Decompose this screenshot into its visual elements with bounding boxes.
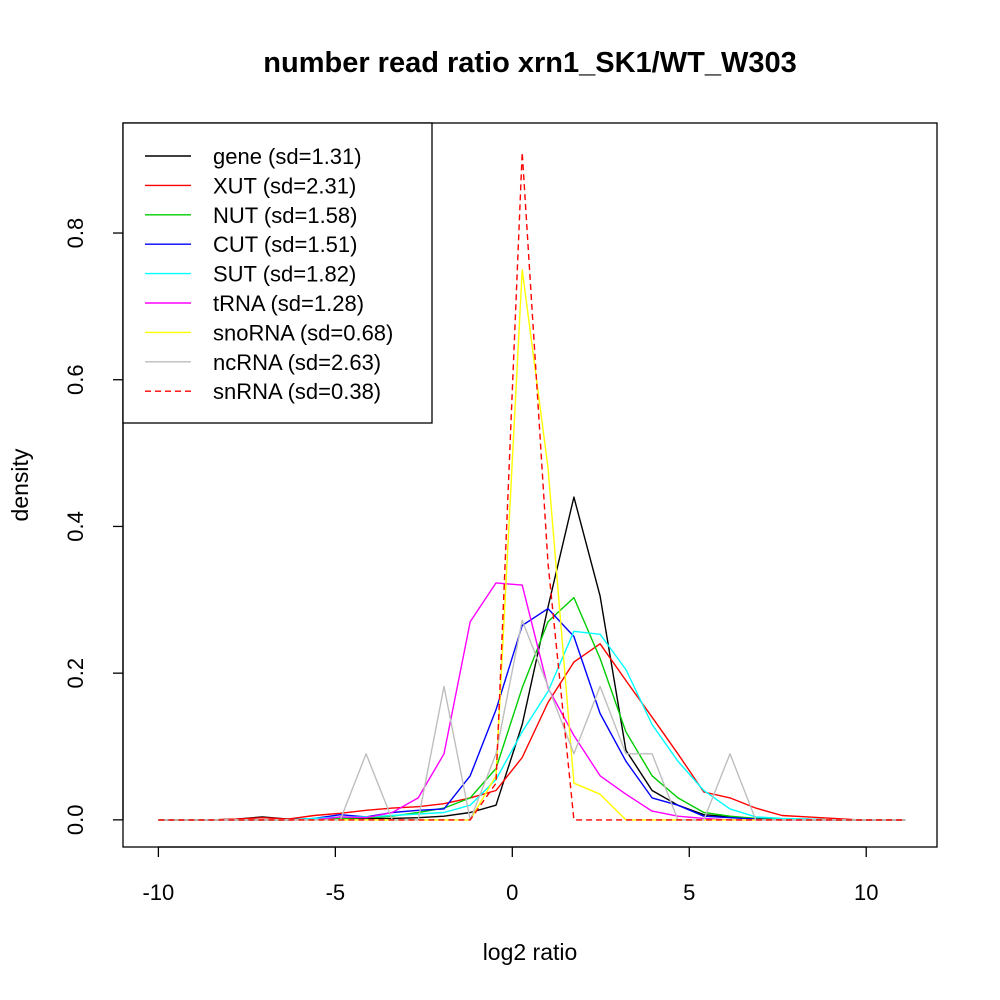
series-line xyxy=(158,630,906,821)
legend-label: gene (sd=1.31) xyxy=(213,144,362,169)
series-line xyxy=(158,496,906,821)
y-axis-label: density xyxy=(7,448,33,521)
legend-label: CUT (sd=1.51) xyxy=(213,232,357,257)
legend-label: snoRNA (sd=0.68) xyxy=(213,320,393,345)
y-axis: 0.0 0.2 0.4 0.6 0.8 xyxy=(63,218,124,836)
series-layer xyxy=(158,151,906,821)
series-line xyxy=(158,596,906,821)
series-line xyxy=(158,643,906,821)
x-tick-label: 0 xyxy=(506,880,518,905)
y-tick-label: 0.6 xyxy=(63,364,88,395)
legend-label: tRNA (sd=1.28) xyxy=(213,291,364,316)
y-tick-label: 0.2 xyxy=(63,658,88,689)
y-tick-label: 0.4 xyxy=(63,511,88,542)
series-line xyxy=(158,619,906,821)
y-tick-label: 0.0 xyxy=(63,805,88,836)
legend-label: SUT (sd=1.82) xyxy=(213,262,356,287)
series-line xyxy=(158,607,906,821)
x-axis: -10 -5 0 5 10 xyxy=(142,846,878,905)
y-tick-label: 0.8 xyxy=(63,218,88,249)
x-tick-label: -5 xyxy=(326,880,346,905)
legend-label: NUT (sd=1.58) xyxy=(213,203,357,228)
legend-label: XUT (sd=2.31) xyxy=(213,173,356,198)
x-tick-label: -10 xyxy=(142,880,174,905)
x-tick-label: 5 xyxy=(683,880,695,905)
x-axis-label: log2 ratio xyxy=(483,939,578,965)
legend: gene (sd=1.31) XUT (sd=2.31) NUT (sd=1.58)… xyxy=(122,122,433,424)
legend-label: snRNA (sd=0.38) xyxy=(213,379,381,404)
legend-label: ncRNA (sd=2.63) xyxy=(213,350,381,375)
series-line xyxy=(158,151,906,821)
chart-title: number read ratio xrn1_SK1/WT_W303 xyxy=(263,47,796,79)
x-tick-label: 10 xyxy=(854,880,878,905)
